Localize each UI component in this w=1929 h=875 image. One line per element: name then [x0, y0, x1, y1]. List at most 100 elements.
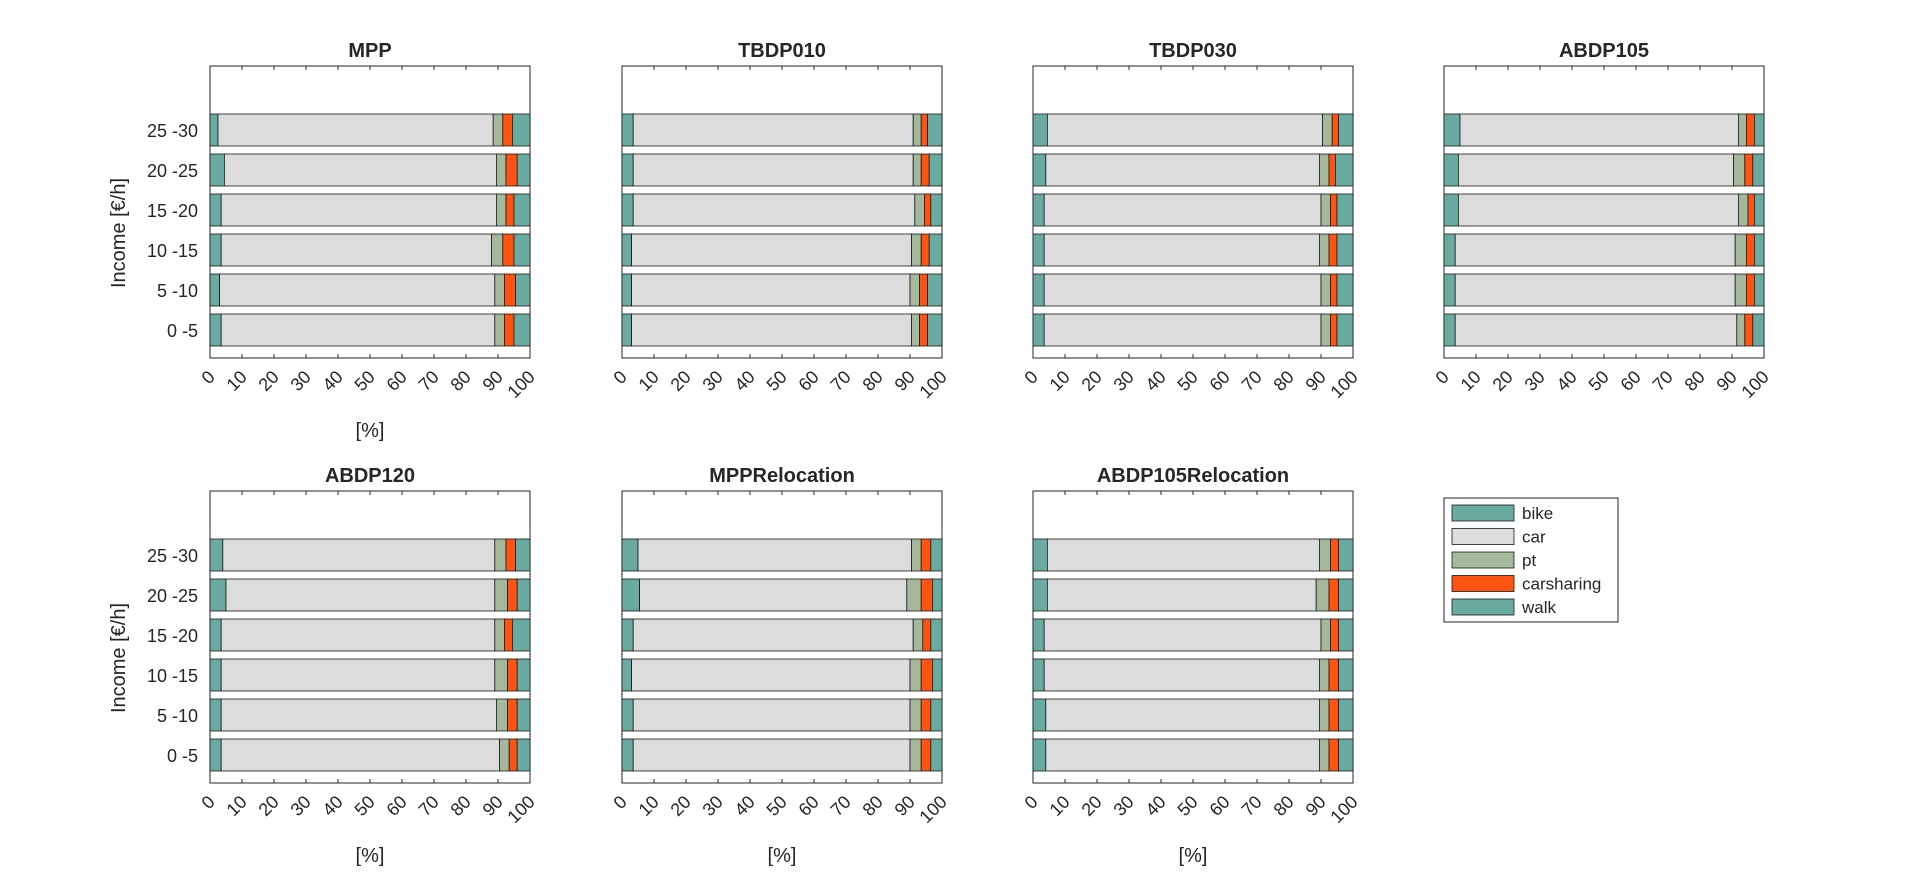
y-tick-label: 10 -15	[147, 666, 198, 686]
bar-segment-pt	[1738, 113, 1747, 147]
bar-segment-bike	[1032, 193, 1045, 227]
bar-segment-bike	[621, 618, 634, 652]
x-tick-label: 50	[763, 792, 791, 820]
bar-segment-pt	[1320, 273, 1331, 307]
bar-segment-carsharing	[920, 658, 933, 692]
bar-segment-car	[1043, 193, 1322, 227]
bar-segment-walk	[1338, 658, 1354, 692]
bar-segment-bike	[1443, 273, 1456, 307]
x-tick-label: 40	[319, 792, 347, 820]
x-tick-label: 60	[1617, 367, 1645, 395]
bar-segment-carsharing	[1328, 698, 1339, 732]
bar-segment-car	[632, 738, 911, 772]
x-tick-label: 30	[1110, 792, 1138, 820]
bar-segment-carsharing	[1328, 738, 1339, 772]
bar-segment-pt	[1319, 698, 1330, 732]
bar-segment-carsharing	[924, 193, 932, 227]
y-tick-label: 15 -20	[147, 201, 198, 221]
bar-segment-car	[217, 113, 494, 147]
x-tick-label: 10	[1046, 792, 1074, 820]
bar-segment-car	[1047, 113, 1324, 147]
x-tick-label: 80	[1270, 367, 1298, 395]
bar-segment-car	[1047, 538, 1320, 572]
bar-segment-bike	[209, 233, 222, 267]
bar-segment-pt	[1734, 233, 1747, 267]
x-tick-label: 30	[699, 792, 727, 820]
bar-segment-car	[1454, 313, 1738, 347]
legend-label-bike: bike	[1522, 504, 1553, 523]
bar-segment-pt	[909, 658, 922, 692]
legend-swatch-walk	[1451, 598, 1515, 616]
bar-segment-walk	[930, 538, 943, 572]
x-tick-label: 70	[1238, 367, 1266, 395]
bar-segment-bike	[1032, 698, 1047, 732]
bar-segment-pt	[909, 698, 922, 732]
bar-segment-pt	[1319, 658, 1330, 692]
bar-segment-bike	[1443, 113, 1461, 147]
bar-segment-bike	[621, 698, 634, 732]
bar-segment-walk	[932, 578, 943, 612]
bar-segment-bike	[621, 313, 633, 347]
bar-segment-bike	[1032, 113, 1048, 147]
x-tick-label: 40	[731, 367, 759, 395]
x-tick-label: 30	[287, 792, 315, 820]
x-tick-label: 0	[1021, 367, 1042, 388]
bar-segment-car	[632, 698, 911, 732]
x-tick-label: 10	[223, 792, 251, 820]
bar-segment-bike	[209, 113, 219, 147]
bar-segment-car	[631, 658, 911, 692]
bar-segment-carsharing	[502, 113, 513, 147]
bar-segment-car	[1045, 698, 1320, 732]
bar-segment-car	[225, 578, 496, 612]
x-tick-label: 0	[198, 367, 219, 388]
bar-segment-pt	[494, 658, 508, 692]
bar-segment-bike	[621, 233, 633, 267]
bar-segment-walk	[1336, 313, 1354, 347]
bar-segment-carsharing	[505, 153, 518, 187]
bar-segment-car	[1043, 233, 1320, 267]
bar-segment-car	[632, 113, 914, 147]
x-tick-label: 70	[415, 792, 443, 820]
bar-segment-car	[1459, 113, 1739, 147]
bar-segment-pt	[1736, 313, 1746, 347]
x-tick-label: 50	[1174, 792, 1202, 820]
bar-segment-carsharing	[507, 658, 518, 692]
bar-segment-walk	[516, 153, 531, 187]
x-tick-label: 70	[827, 792, 855, 820]
bar-segment-carsharing	[1328, 578, 1339, 612]
bar-segment-bike	[209, 658, 222, 692]
x-tick-label: 10	[635, 367, 663, 395]
x-tick-label: 0	[610, 792, 631, 813]
x-tick-label: 80	[447, 792, 475, 820]
x-tick-label: 50	[1174, 367, 1202, 395]
bar-segment-walk	[928, 153, 943, 187]
bar-segment-car	[220, 193, 497, 227]
bar-segment-carsharing	[920, 738, 932, 772]
x-tick-label: 20	[667, 792, 695, 820]
legend-label-car: car	[1522, 528, 1546, 547]
bar-segment-car	[1454, 273, 1736, 307]
x-tick-label: 60	[383, 367, 411, 395]
x-tick-label: 90	[891, 367, 919, 395]
x-axis-label: [%]	[356, 845, 385, 867]
x-tick-label: 90	[1302, 367, 1330, 395]
bar-segment-carsharing	[507, 578, 518, 612]
bar-segment-car	[632, 618, 914, 652]
bar-segment-pt	[1733, 153, 1746, 187]
bar-segment-walk	[1335, 153, 1354, 187]
bar-segment-pt	[911, 313, 920, 347]
x-tick-label: 60	[383, 792, 411, 820]
bar-segment-carsharing	[503, 273, 516, 307]
bar-segment-carsharing	[919, 313, 928, 347]
x-tick-label: 10	[635, 792, 663, 820]
bar-segment-walk	[513, 313, 531, 347]
bar-segment-car	[1043, 618, 1322, 652]
bar-segment-walk	[1754, 273, 1765, 307]
bar-segment-carsharing	[1330, 313, 1338, 347]
x-tick-label: 80	[1270, 792, 1298, 820]
bar-segment-carsharing	[1746, 113, 1755, 147]
